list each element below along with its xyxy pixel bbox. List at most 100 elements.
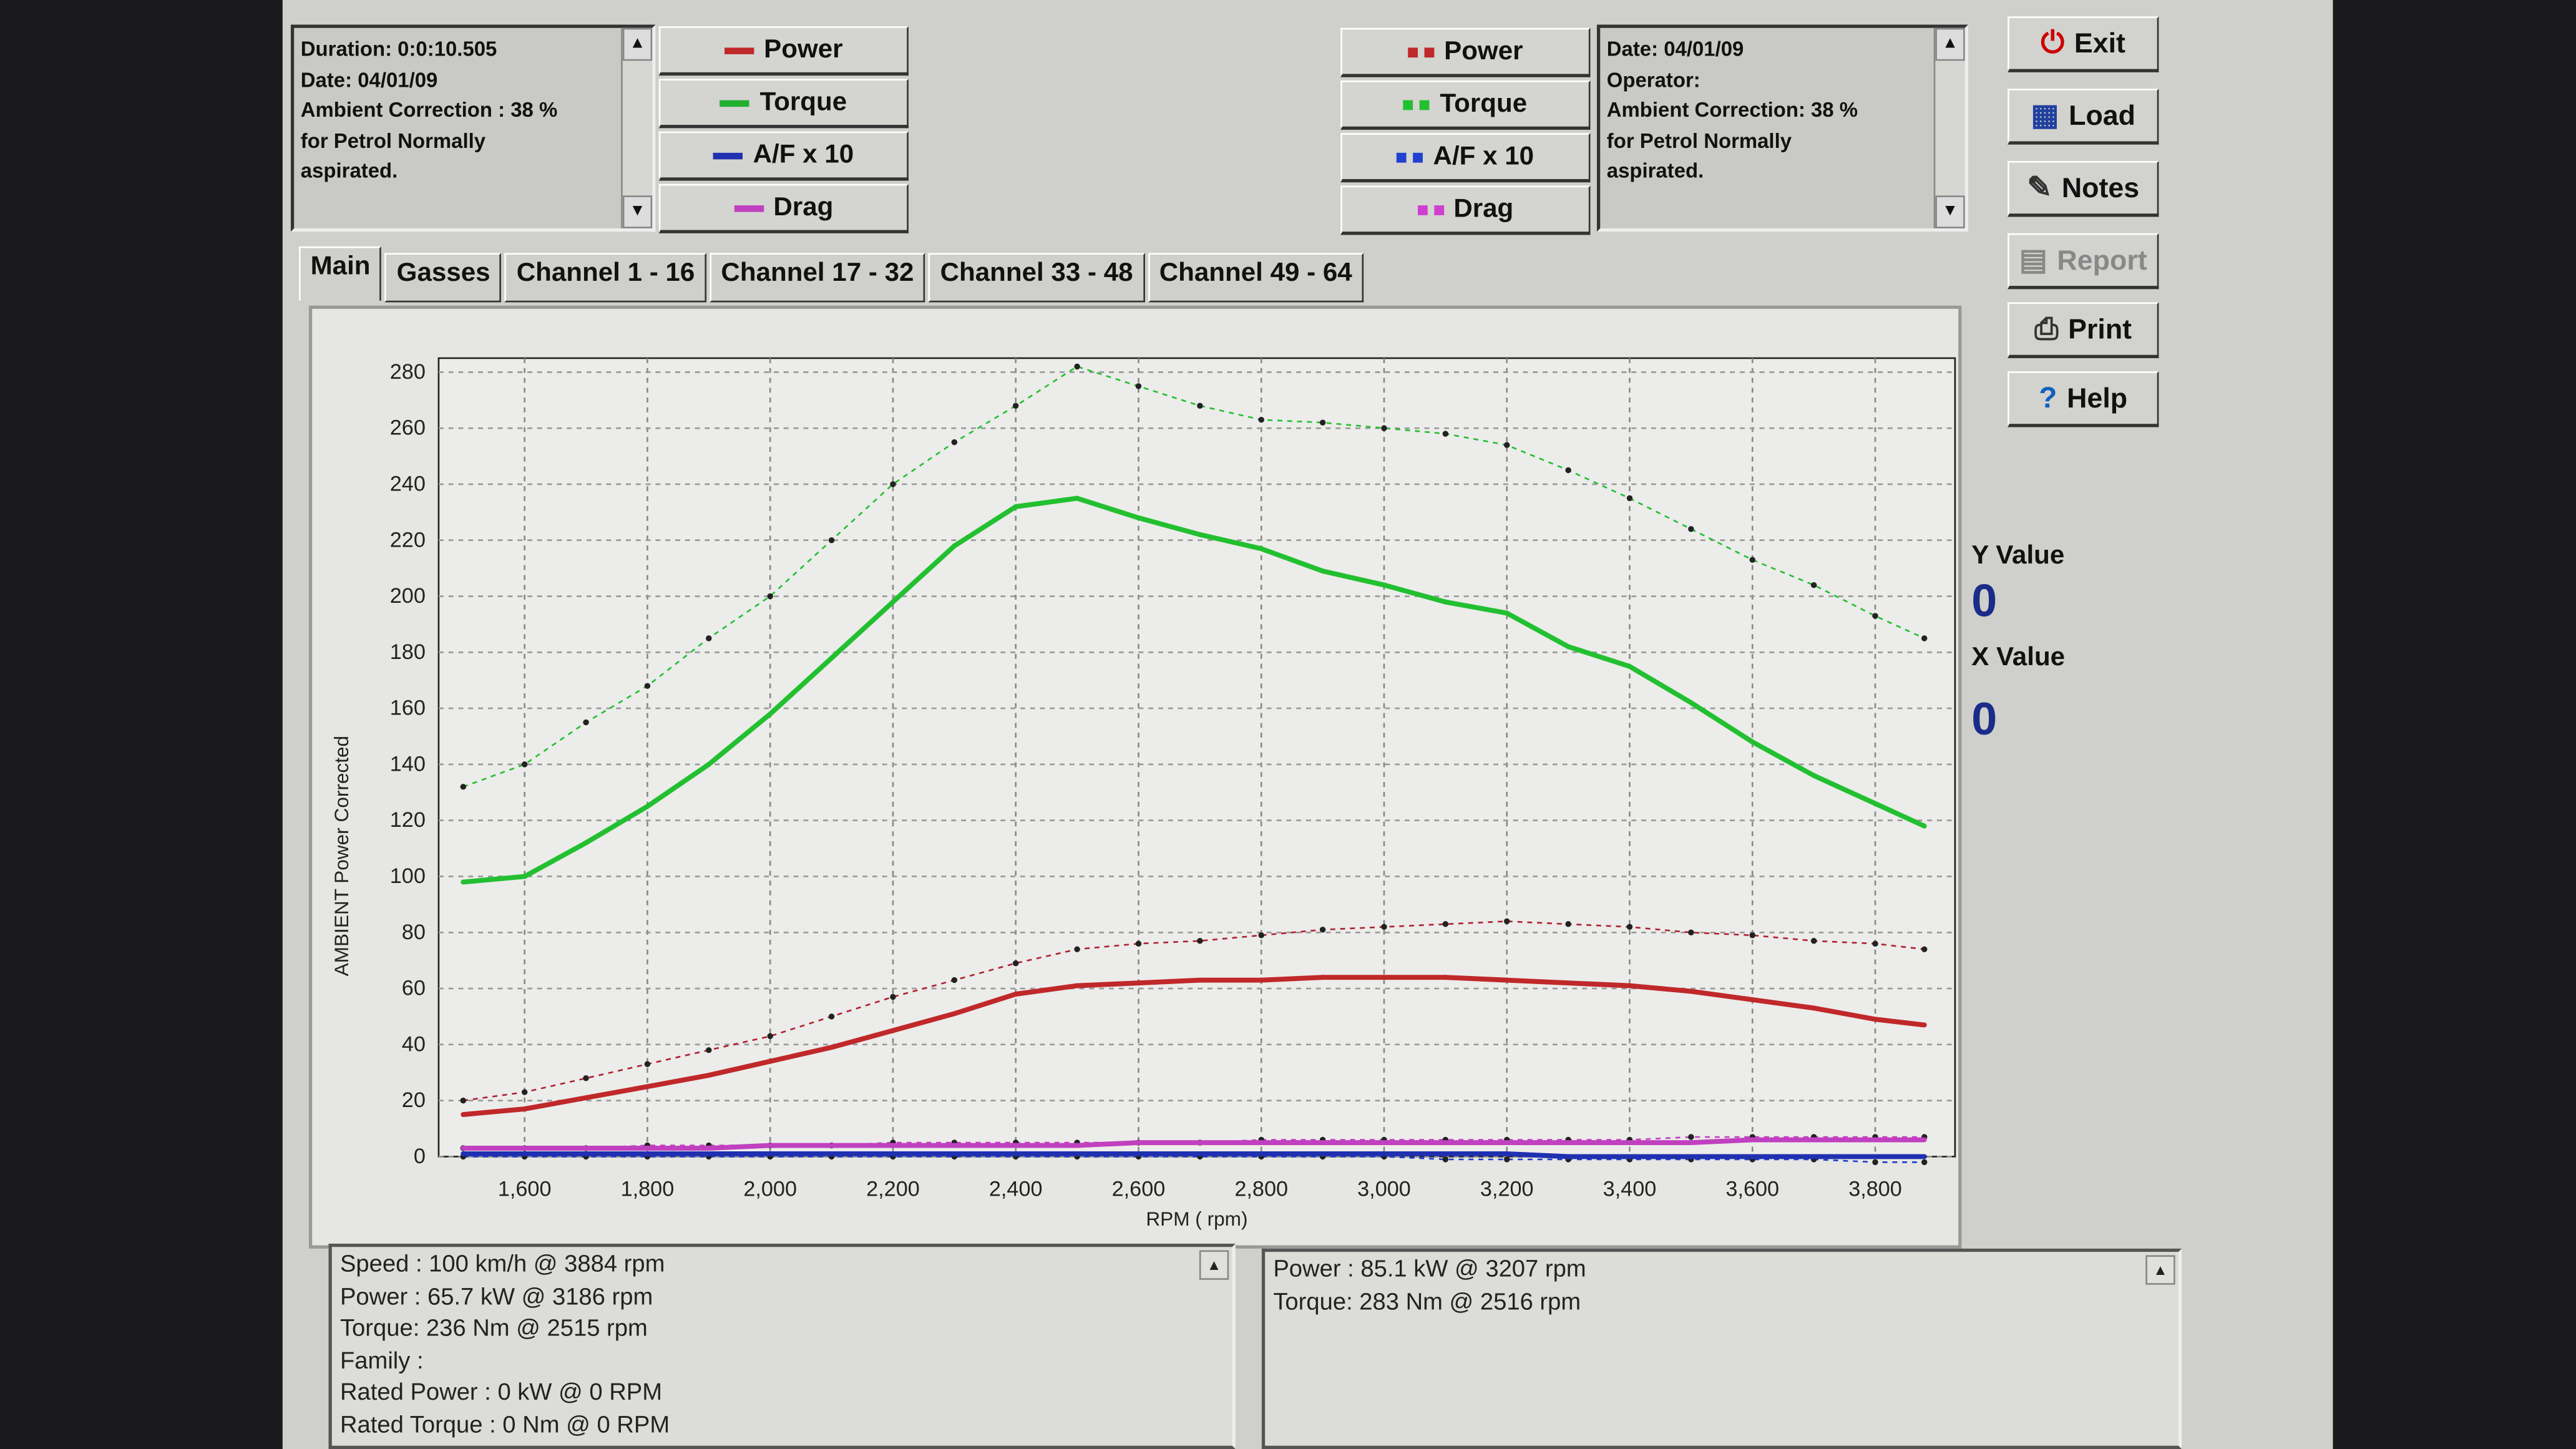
data-point	[461, 1112, 466, 1118]
series-a-f-x-10-solid	[461, 1151, 1927, 1159]
legend-label: Power	[1444, 37, 1523, 65]
data-point	[1012, 960, 1019, 967]
summary-line: Family :	[339, 1348, 424, 1375]
scroll-up-icon[interactable]: ▲	[1199, 1250, 1229, 1280]
button-label: Help	[2067, 382, 2128, 414]
tab-gasses[interactable]: Gasses	[385, 253, 502, 303]
scroll-up-icon[interactable]: ▲	[1935, 27, 1965, 61]
data-point	[1810, 582, 1817, 588]
print-button[interactable]: ⎙ Print	[2008, 302, 2159, 358]
data-point	[1811, 1137, 1817, 1143]
scroll-up-icon[interactable]: ▲	[622, 27, 653, 61]
button-label: Report	[2057, 243, 2147, 275]
legend-label: Drag	[773, 193, 834, 222]
summary-line: Power : 85.1 kW @ 3207 rpm	[1273, 1257, 1586, 1284]
scroll-down-icon[interactable]: ▼	[1935, 195, 1965, 228]
data-point	[1688, 1140, 1694, 1145]
data-point	[951, 439, 958, 446]
x-tick-label: 3,800	[1848, 1178, 1902, 1201]
legend-toggle-power[interactable]: Power	[1340, 27, 1591, 77]
x-tick-label: 2,400	[989, 1178, 1043, 1201]
data-point	[1136, 1140, 1141, 1145]
data-point	[1566, 1140, 1571, 1145]
legend-toggle-a-f-x-10[interactable]: A/F x 10	[1340, 133, 1591, 183]
data-point	[1810, 937, 1817, 944]
legend-toggle-drag[interactable]: Drag	[658, 183, 909, 233]
exit-icon: ⏻	[2041, 26, 2065, 59]
help-button[interactable]: ? Help	[2008, 371, 2159, 427]
data-point	[645, 1151, 650, 1156]
y-axis-label: AMBIENT Power Corrected	[330, 736, 353, 977]
data-point	[583, 840, 588, 846]
data-point	[1443, 599, 1448, 605]
data-point	[890, 1151, 895, 1156]
data-point	[1873, 1154, 1878, 1159]
legend-toggle-a-f-x-10[interactable]: A/F x 10	[658, 131, 909, 181]
y-tick-label: 0	[414, 1144, 426, 1168]
data-point	[829, 1143, 834, 1148]
data-point	[890, 481, 896, 487]
data-point	[1565, 467, 1571, 474]
load-button[interactable]: ▦ Load	[2008, 89, 2159, 145]
data-point	[1074, 363, 1080, 370]
tab-channel-49-64[interactable]: Channel 49 - 64	[1148, 253, 1364, 303]
summary-line: Rated Torque : 0 Nm @ 0 RPM	[339, 1412, 670, 1438]
plot-area	[437, 357, 1956, 1158]
data-point	[583, 719, 589, 726]
exit-button[interactable]: ⏻ Exit	[2008, 16, 2159, 72]
data-point	[1688, 526, 1694, 532]
summary-line: Torque: 283 Nm @ 2516 rpm	[1273, 1289, 1581, 1315]
data-point	[1811, 1154, 1817, 1159]
scroll-up-icon[interactable]: ▲	[2145, 1255, 2175, 1285]
data-point	[1873, 1017, 1878, 1022]
info-line: Ambient Correction: 38 %	[1606, 98, 1858, 122]
legend-toggle-drag[interactable]: Drag	[1340, 185, 1591, 235]
data-point	[768, 711, 773, 717]
data-point	[460, 1097, 467, 1104]
summary-line: Torque: 236 Nm @ 2515 rpm	[339, 1315, 648, 1342]
legend-toggle-torque[interactable]: Torque	[658, 79, 909, 129]
scrollbar[interactable]: ▲ ▼	[621, 27, 653, 228]
data-point	[1921, 1137, 1927, 1143]
data-point	[829, 1151, 834, 1156]
solid-line-swatch-icon	[713, 152, 743, 159]
data-point	[1074, 946, 1080, 952]
data-point	[460, 784, 467, 790]
report-button[interactable]: ▤ Report	[2008, 233, 2159, 290]
data-point	[1197, 1140, 1203, 1145]
data-point	[521, 1089, 528, 1095]
tab-channel-1-16[interactable]: Channel 1 - 16	[505, 253, 706, 303]
tab-main[interactable]: Main	[299, 246, 382, 301]
data-point	[1136, 1151, 1141, 1156]
data-point	[1921, 1022, 1927, 1028]
series-line	[463, 1151, 1925, 1159]
scrollbar[interactable]: ▲ ▼	[1933, 27, 1965, 228]
legend-toggle-torque[interactable]: Torque	[1340, 80, 1591, 130]
data-point	[521, 761, 528, 768]
data-point	[1566, 644, 1571, 650]
scroll-down-icon[interactable]: ▼	[622, 195, 653, 228]
legend-label: Drag	[1453, 194, 1514, 223]
solid-line-swatch-icon	[724, 47, 754, 54]
y-tick-label: 280	[390, 360, 426, 384]
notes-button[interactable]: ✎ Notes	[2008, 161, 2159, 217]
x-tick-label: 2,000	[743, 1178, 797, 1201]
data-point	[706, 1151, 711, 1156]
legend-toggle-power[interactable]: Power	[658, 26, 909, 76]
data-point	[1921, 946, 1928, 952]
help-icon: ?	[2039, 381, 2057, 414]
data-point	[1921, 1159, 1928, 1166]
data-point	[1626, 924, 1633, 930]
data-point	[1443, 1140, 1448, 1145]
y-tick-label: 40	[402, 1032, 426, 1056]
data-point	[583, 1151, 588, 1156]
data-point	[1750, 739, 1755, 744]
data-point	[1320, 975, 1325, 980]
y-tick-label: 120	[390, 808, 426, 832]
tab-channel-33-48[interactable]: Channel 33 - 48	[929, 253, 1145, 303]
tab-channel-17-32[interactable]: Channel 17 - 32	[709, 253, 925, 303]
data-point	[1627, 1140, 1632, 1145]
y-tick-label: 160	[390, 696, 426, 720]
data-point	[1504, 610, 1510, 616]
data-point	[1013, 1143, 1018, 1148]
